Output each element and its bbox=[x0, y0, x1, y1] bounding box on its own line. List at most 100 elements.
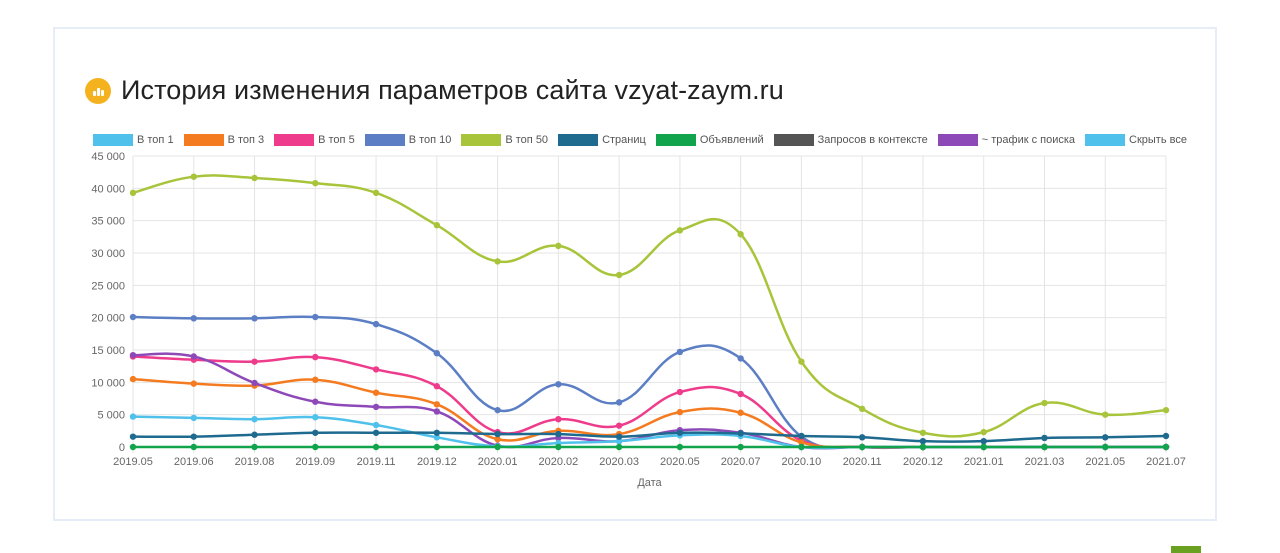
x-tick-label: 2020.05 bbox=[660, 456, 700, 468]
data-point bbox=[1162, 406, 1170, 414]
legend-item[interactable]: Запросов в контексте bbox=[773, 134, 928, 146]
legend-item[interactable]: В топ 10 bbox=[364, 134, 452, 146]
data-point bbox=[676, 408, 684, 416]
data-point bbox=[251, 174, 258, 182]
y-tick-label: 5 000 bbox=[97, 410, 125, 422]
data-point bbox=[433, 443, 441, 451]
legend-item[interactable]: Страниц bbox=[558, 134, 646, 146]
data-point bbox=[1041, 399, 1048, 407]
data-point bbox=[615, 437, 623, 445]
x-tick-label: 2019.08 bbox=[235, 456, 275, 468]
data-point bbox=[798, 358, 805, 365]
data-point bbox=[190, 173, 197, 180]
data-point bbox=[494, 443, 501, 451]
corner-badge bbox=[1171, 546, 1201, 553]
legend-label: В топ 10 bbox=[408, 134, 452, 146]
legend-item[interactable]: В топ 5 bbox=[274, 134, 355, 146]
data-point bbox=[433, 408, 441, 415]
chart-legend: В топ 1 В топ 3 В топ 5 В топ 10 В топ 50 Стр… bbox=[93, 134, 1197, 146]
data-point bbox=[433, 221, 441, 229]
data-point bbox=[615, 422, 623, 429]
data-point bbox=[676, 348, 684, 356]
data-point bbox=[312, 353, 319, 361]
data-point bbox=[1041, 434, 1048, 442]
data-point bbox=[433, 350, 441, 357]
data-point bbox=[676, 443, 684, 451]
y-tick-label: 45 000 bbox=[91, 151, 125, 163]
data-point bbox=[190, 353, 197, 360]
data-point bbox=[737, 430, 744, 437]
legend-item[interactable]: ~ трафик с поиска bbox=[937, 134, 1075, 146]
x-tick-label: 2019.06 bbox=[174, 456, 214, 468]
y-tick-label: 10 000 bbox=[91, 377, 125, 389]
legend-label: В топ 3 bbox=[227, 134, 265, 146]
data-point bbox=[858, 434, 866, 441]
x-tick-label: 2021.01 bbox=[964, 456, 1004, 468]
legend-item[interactable]: Объявлений bbox=[655, 134, 764, 146]
data-point bbox=[737, 409, 744, 416]
y-tick-label: 35 000 bbox=[91, 216, 125, 228]
data-point bbox=[615, 399, 623, 406]
bar-chart-icon bbox=[85, 77, 111, 104]
data-point bbox=[1162, 432, 1170, 440]
data-point bbox=[372, 320, 380, 328]
data-point bbox=[433, 429, 441, 436]
legend-swatch bbox=[364, 134, 405, 146]
data-point bbox=[251, 431, 258, 438]
data-point bbox=[798, 439, 805, 446]
legend-item[interactable]: В топ 3 bbox=[183, 134, 265, 146]
data-point bbox=[858, 405, 866, 413]
y-tick-label: 40 000 bbox=[91, 183, 125, 195]
x-tick-label: 2021.03 bbox=[1025, 456, 1065, 468]
data-point bbox=[555, 430, 562, 438]
data-point bbox=[251, 315, 258, 322]
data-point bbox=[555, 381, 562, 388]
title-row: История изменения параметров сайта vzyat… bbox=[85, 75, 784, 106]
data-point bbox=[980, 437, 987, 445]
legend-swatch bbox=[93, 134, 133, 146]
data-point bbox=[433, 383, 441, 390]
legend-swatch bbox=[461, 134, 502, 146]
data-point bbox=[676, 227, 684, 234]
data-point bbox=[129, 313, 137, 321]
data-point bbox=[1041, 443, 1048, 451]
data-point bbox=[312, 376, 319, 383]
data-point bbox=[494, 436, 501, 443]
legend-item[interactable]: В топ 50 bbox=[461, 134, 548, 146]
x-tick-label: 2019.12 bbox=[417, 456, 457, 468]
x-tick-label: 2020.10 bbox=[782, 456, 822, 468]
data-point bbox=[737, 231, 744, 238]
x-tick-label: 2021.07 bbox=[1146, 456, 1186, 468]
data-point bbox=[676, 388, 684, 396]
data-point bbox=[129, 189, 137, 197]
chart-title: История изменения параметров сайта vzyat… bbox=[121, 75, 784, 105]
data-point bbox=[676, 429, 684, 436]
x-tick-label: 2020.07 bbox=[721, 456, 761, 468]
data-point bbox=[615, 443, 623, 451]
data-point bbox=[372, 421, 380, 429]
data-point bbox=[372, 389, 380, 396]
legend-item[interactable]: В топ 1 bbox=[93, 134, 174, 146]
data-point bbox=[251, 379, 258, 387]
legend-swatch bbox=[558, 134, 599, 146]
data-point bbox=[494, 258, 501, 265]
legend-item[interactable]: Скрыть все bbox=[1085, 134, 1187, 146]
data-point bbox=[129, 413, 137, 420]
data-point bbox=[372, 443, 380, 451]
data-point bbox=[798, 432, 805, 440]
y-tick-label: 0 bbox=[119, 442, 125, 454]
data-point bbox=[251, 415, 258, 423]
legend-label: В топ 1 bbox=[137, 134, 174, 146]
data-point bbox=[494, 430, 501, 438]
data-point bbox=[190, 414, 197, 422]
legend-swatch bbox=[183, 134, 224, 146]
data-point bbox=[312, 398, 319, 405]
data-point bbox=[372, 429, 380, 436]
data-point bbox=[919, 443, 927, 451]
data-point bbox=[372, 366, 380, 373]
data-point bbox=[129, 443, 137, 451]
data-point bbox=[312, 414, 319, 421]
data-point bbox=[433, 434, 441, 441]
data-point bbox=[555, 443, 562, 451]
